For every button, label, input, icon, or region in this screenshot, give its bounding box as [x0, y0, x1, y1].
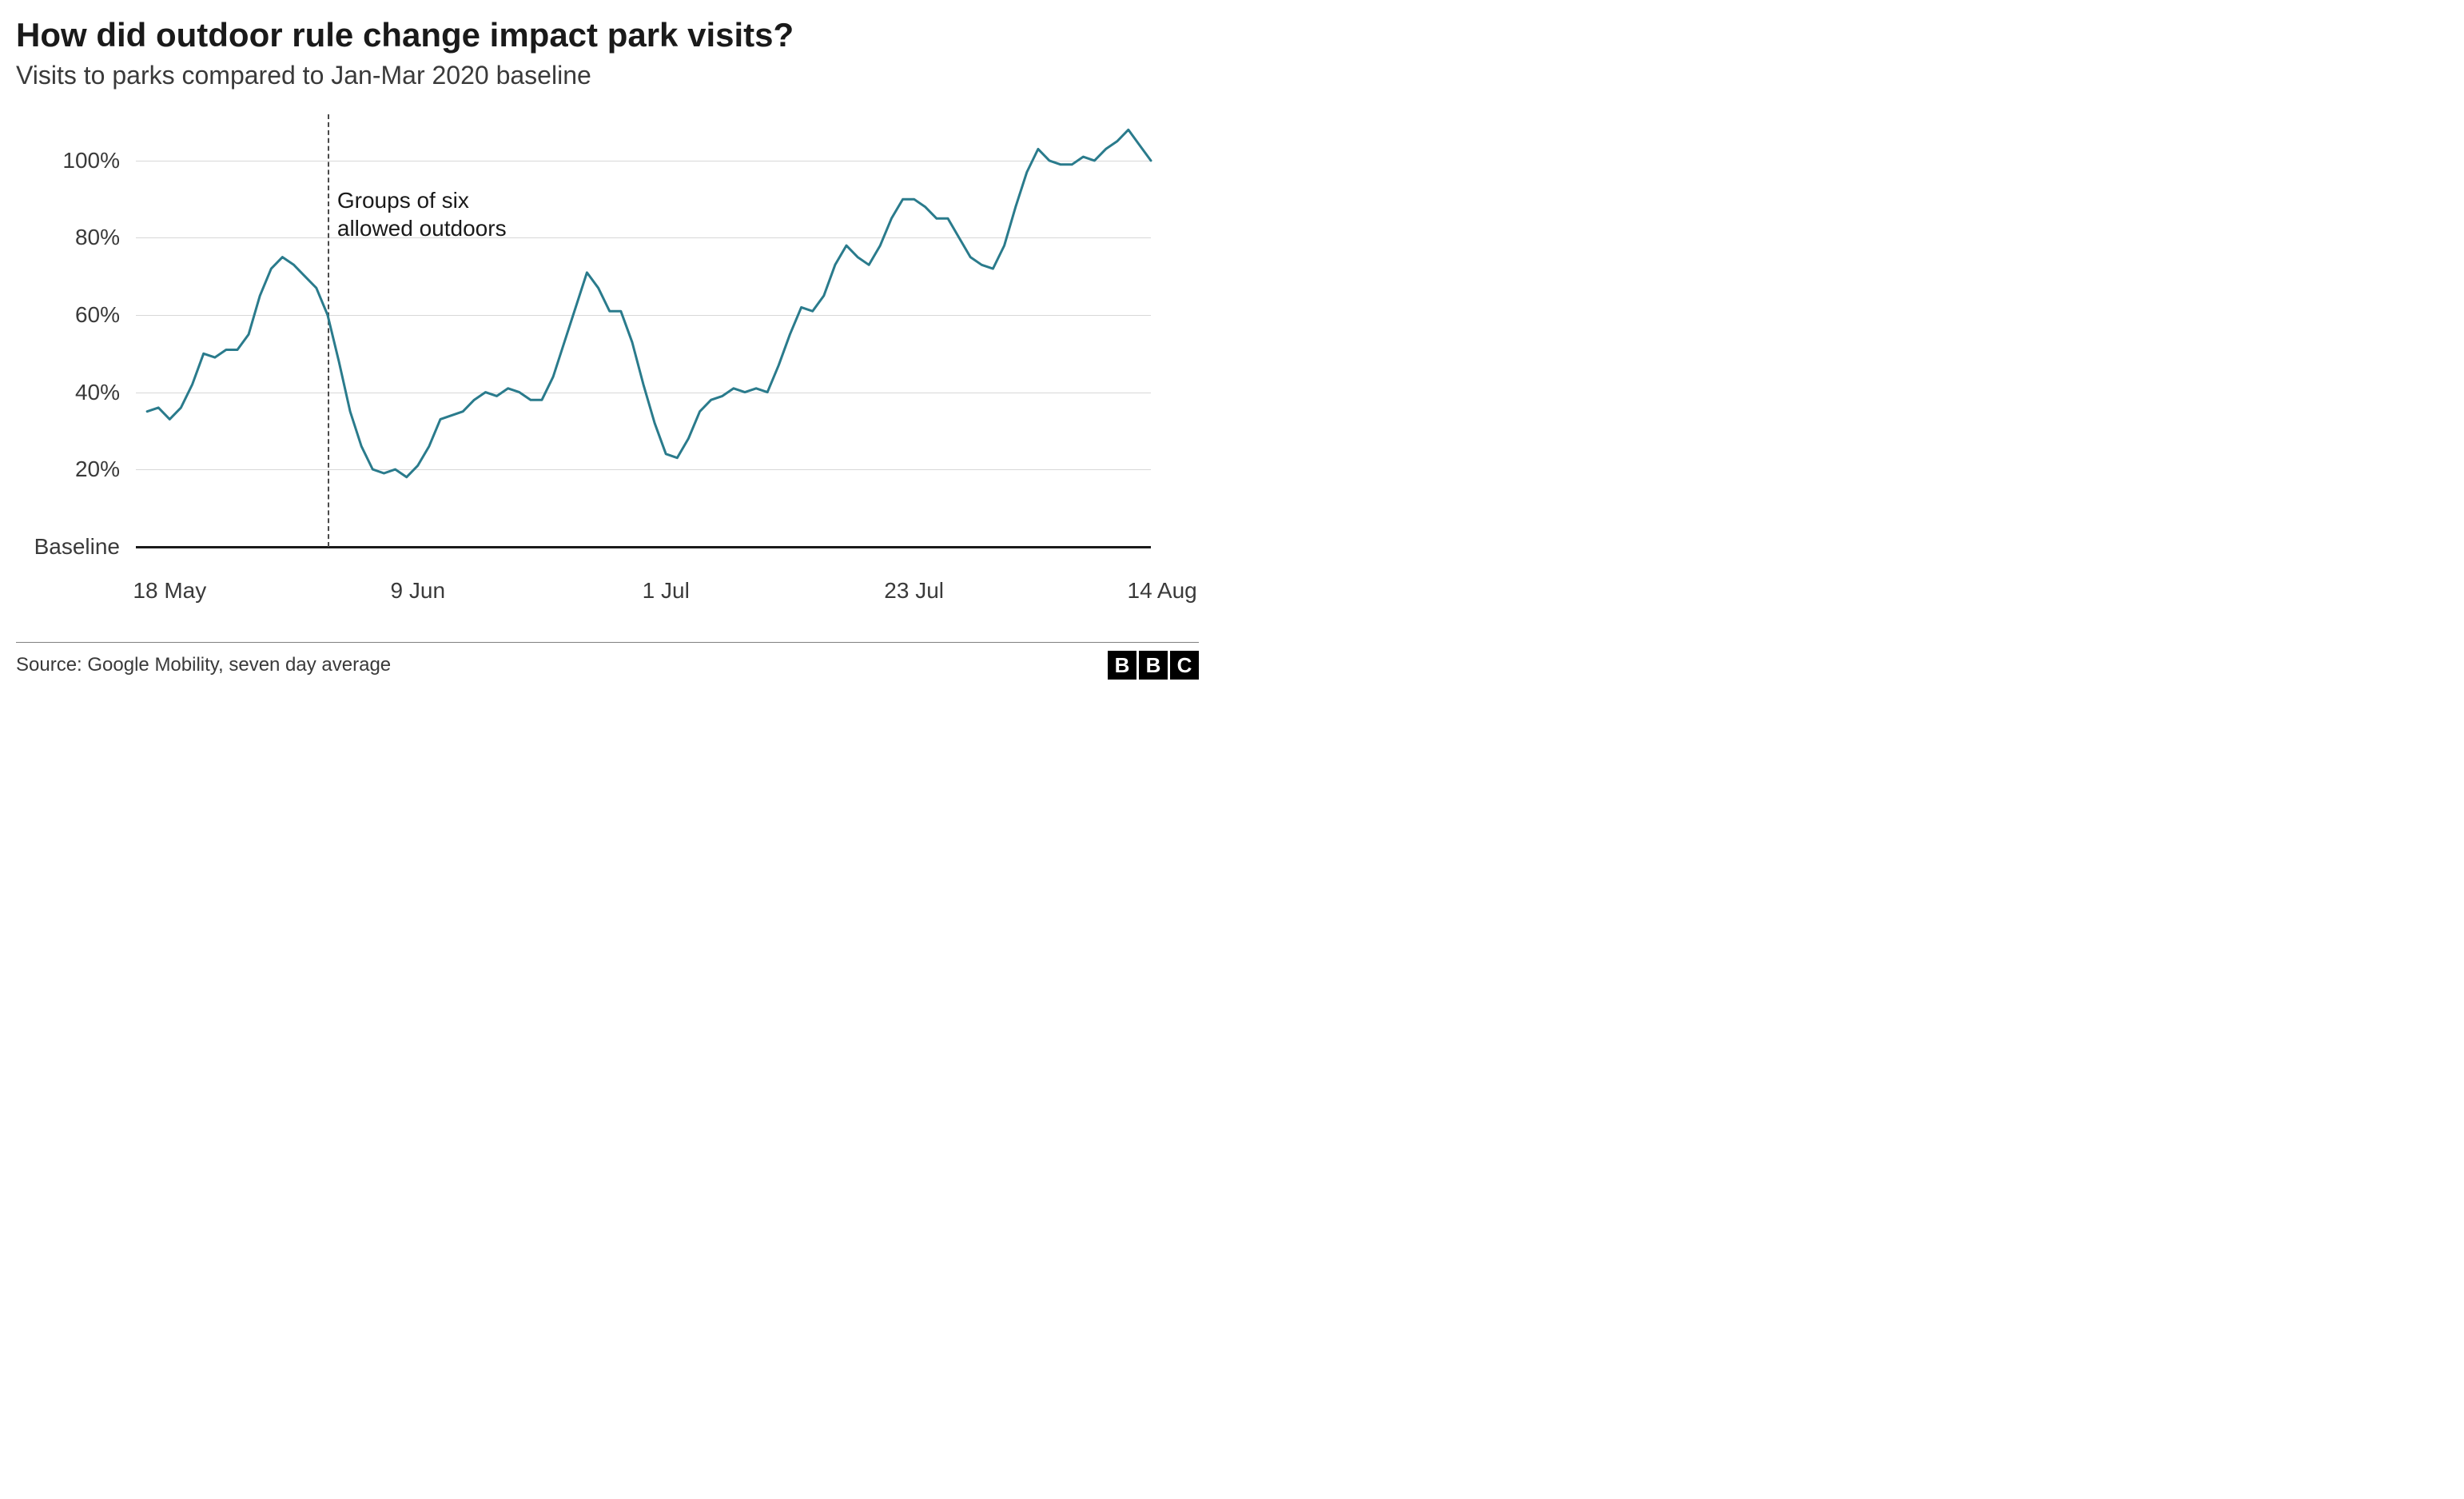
- chart-container: How did outdoor rule change impact park …: [16, 16, 1199, 680]
- y-tick-label: 80%: [75, 225, 120, 250]
- x-tick-label: 9 Jun: [391, 578, 446, 604]
- y-tick-label: 100%: [62, 148, 120, 173]
- x-axis: 18 May9 Jun1 Jul23 Jul14 Aug: [136, 578, 1151, 610]
- y-tick-label: 60%: [75, 302, 120, 328]
- x-tick-label: 14 Aug: [1128, 578, 1197, 604]
- logo-letter: B: [1139, 651, 1168, 680]
- y-tick-label: 20%: [75, 456, 120, 482]
- x-tick-label: 23 Jul: [884, 578, 944, 604]
- chart-footer: Source: Google Mobility, seven day avera…: [16, 642, 1199, 680]
- plot-area: Groups of sixallowed outdoors: [136, 114, 1151, 562]
- bbc-logo: BBC: [1108, 651, 1199, 680]
- x-tick-label: 1 Jul: [643, 578, 690, 604]
- chart-subtitle: Visits to parks compared to Jan-Mar 2020…: [16, 61, 1199, 90]
- y-tick-label: 40%: [75, 380, 120, 405]
- y-axis: Baseline 20% 40% 60% 80% 100%: [16, 114, 128, 618]
- x-tick-label: 18 May: [133, 578, 206, 604]
- logo-letter: C: [1170, 651, 1199, 680]
- chart-title: How did outdoor rule change impact park …: [16, 16, 1199, 54]
- line-series: [136, 114, 1151, 562]
- plot-wrap: Baseline 20% 40% 60% 80% 100% Groups of sixal…: [16, 114, 1167, 618]
- source-text: Source: Google Mobility, seven day avera…: [16, 654, 391, 676]
- logo-letter: B: [1108, 651, 1136, 680]
- y-tick-label: Baseline: [34, 534, 120, 560]
